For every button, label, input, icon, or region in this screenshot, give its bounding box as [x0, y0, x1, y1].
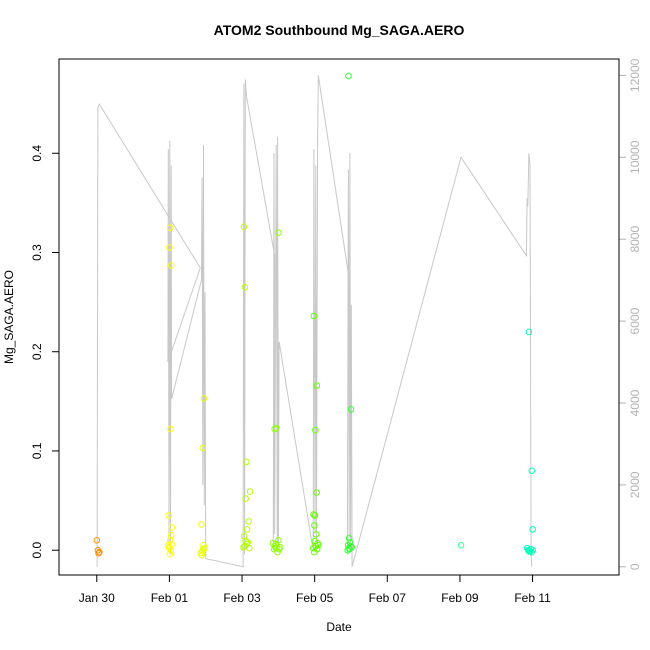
- data-point: [199, 444, 207, 452]
- data-point: [525, 547, 533, 555]
- y-tick-label: 0.0: [30, 542, 44, 559]
- y-tick-label: 0.2: [30, 343, 44, 360]
- data-point: [200, 395, 208, 402]
- right-y-tick-label: 2000: [628, 471, 642, 498]
- data-point: [166, 244, 173, 251]
- x-axis-label: Date: [326, 620, 352, 634]
- chart-title: ATOM2 Southbound Mg_SAGA.AERO: [214, 22, 465, 38]
- x-tick-label: Feb 07: [369, 591, 407, 605]
- data-point: [165, 512, 172, 519]
- right-y-tick-label: 8000: [628, 226, 642, 253]
- data-point: [241, 283, 249, 291]
- data-point: [315, 541, 322, 549]
- series-line: [96, 75, 533, 568]
- data-point: [166, 224, 174, 231]
- data-point: [198, 521, 205, 528]
- data-point: [310, 312, 318, 320]
- data-point: [313, 382, 321, 389]
- data-point: [275, 545, 283, 553]
- right-y-tick-label: 12000: [628, 58, 642, 92]
- x-tick-label: Feb 01: [151, 591, 189, 605]
- data-point: [240, 223, 248, 230]
- data-point: [312, 531, 320, 538]
- data-point: [348, 543, 356, 551]
- data-point: [271, 425, 279, 433]
- data-point: [199, 545, 207, 553]
- data-point: [311, 512, 319, 519]
- data-point: [243, 458, 250, 466]
- data-point: [529, 546, 536, 554]
- data-point: [95, 549, 102, 557]
- right-y-tick-label: 0: [628, 563, 642, 570]
- data-point: [525, 328, 533, 336]
- data-point: [167, 425, 174, 433]
- x-tick-label: Feb 09: [441, 591, 479, 605]
- data-point: [198, 551, 205, 559]
- data-point: [165, 543, 173, 551]
- y-tick-label: 0.1: [30, 442, 44, 459]
- y-tick-label: 0.4: [30, 145, 44, 162]
- data-point: [457, 541, 465, 549]
- data-point: [528, 467, 536, 475]
- data-point: [201, 544, 208, 552]
- right-y-tick-label: 10000: [628, 140, 642, 174]
- data-point: [166, 550, 174, 558]
- data-point: [200, 541, 207, 549]
- data-point: [240, 543, 247, 551]
- right-y-tick-label: 4000: [628, 389, 642, 416]
- data-point: [93, 537, 101, 544]
- x-tick-label: Feb 03: [223, 591, 261, 605]
- data-point: [246, 488, 254, 495]
- right-y-tick-label: 6000: [628, 307, 642, 334]
- right-axis-line-series: [96, 75, 533, 568]
- y-tick-label: 0.3: [30, 244, 44, 261]
- data-point: [311, 548, 318, 556]
- data-point: [311, 522, 318, 529]
- data-point: [167, 262, 175, 269]
- plot-frame: [58, 58, 620, 576]
- y-axis-label: Mg_SAGA.AERO: [2, 270, 16, 364]
- data-point: [272, 424, 280, 432]
- data-point: [309, 544, 317, 552]
- scatter-points: [93, 72, 536, 559]
- x-tick-label: Feb 11: [514, 591, 551, 605]
- data-point: [347, 406, 355, 413]
- x-tick-label: Feb 05: [296, 591, 334, 605]
- data-point: [529, 526, 536, 533]
- data-point: [168, 524, 176, 531]
- data-point: [345, 535, 353, 542]
- data-point: [275, 229, 282, 236]
- data-point: [310, 511, 317, 518]
- data-point: [312, 426, 319, 434]
- data-point: [345, 72, 352, 80]
- x-tick-label: Jan 30: [79, 591, 115, 605]
- data-point: [245, 518, 252, 525]
- data-point: [272, 540, 280, 548]
- data-point: [242, 495, 249, 502]
- data-point: [96, 548, 103, 556]
- data-point: [313, 489, 320, 496]
- data-point: [243, 526, 251, 533]
